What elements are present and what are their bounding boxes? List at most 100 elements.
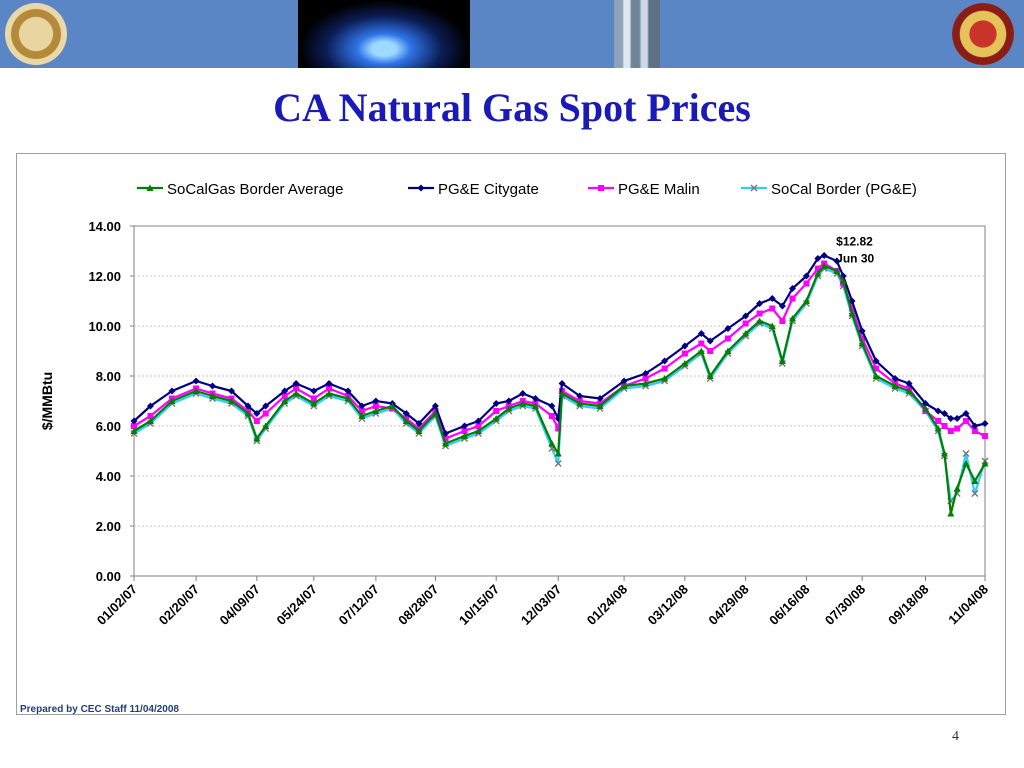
data-point-pg-e-citygate (244, 402, 252, 410)
data-point-pg-e-malin (475, 423, 482, 429)
data-point-socalgas-border-average (756, 317, 764, 324)
gas-flame-photo (298, 0, 470, 68)
data-point-pg-e-citygate (814, 255, 822, 262)
data-point-socalgas-border-average (802, 297, 810, 304)
legend-item-pg-e-malin: PG&E Malin (588, 181, 700, 198)
data-point-pg-e-malin (681, 350, 688, 357)
data-point-socalgas-border-average (474, 427, 482, 434)
y-tick-label: 8.00 (96, 369, 121, 384)
legend-item-pg-e-citygate: PG&E Citygate (408, 181, 539, 198)
data-point-pg-e-malin (724, 335, 731, 342)
data-point-socalgas-border-average (576, 400, 584, 407)
data-point-pg-e-citygate (431, 402, 439, 410)
data-point-socalgas-border-average (934, 425, 942, 432)
y-tick-label: 14.00 (88, 219, 121, 234)
data-point-pg-e-malin (873, 365, 880, 372)
data-point-pg-e-malin (756, 310, 763, 317)
y-axis-label: $/MMBtu (39, 372, 55, 430)
data-point-socal-border-pg-e-stroke (554, 460, 562, 467)
data-point-socalgas-border-average (820, 262, 828, 269)
data-point-pg-e-citygate (778, 302, 786, 310)
data-point-socalgas-border-average (833, 267, 841, 274)
data-point-pg-e-malin (779, 318, 786, 324)
data-point-pg-e-malin (941, 423, 948, 429)
data-point-pg-e-malin (131, 423, 137, 429)
data-point-pg-e-malin (947, 428, 954, 434)
gas-plant-photo (614, 0, 660, 68)
data-point-socalgas-border-average (292, 390, 300, 397)
legend-label: SoCalGas Border Average (167, 181, 344, 198)
data-point-socalgas-border-average (519, 400, 527, 407)
x-tick-label: 04/09/07 (217, 582, 263, 628)
data-point-socalgas-border-average (130, 427, 138, 434)
data-point-pg-e-malin (769, 305, 776, 312)
data-point-socalgas-border-average (921, 405, 929, 412)
data-point-pg-e-citygate (281, 387, 289, 395)
data-point-pg-e-citygate (474, 417, 482, 425)
data-point-pg-e-citygate (706, 337, 714, 345)
data-point-pg-e-malin (698, 340, 705, 347)
cpuc-seal-logo (5, 3, 67, 65)
data-point-pg-e-citygate (325, 380, 333, 387)
legend-marker (750, 184, 758, 192)
data-point-pg-e-citygate (402, 410, 410, 417)
y-tick-label: 0.00 (96, 569, 121, 584)
data-point-socalgas-border-average (596, 402, 604, 409)
data-point-pg-e-malin (372, 403, 379, 409)
data-point-socalgas-border-average (402, 417, 410, 424)
data-point-pg-e-citygate (292, 380, 300, 387)
prepared-by-note: Prepared by CEC Staff 11/04/2008 (20, 704, 179, 715)
data-point-socalgas-border-average (706, 372, 714, 379)
data-point-socal-border-pg-e-stroke (971, 490, 979, 497)
data-point-pg-e-malin (262, 410, 269, 417)
data-point-pg-e-citygate (789, 285, 797, 292)
data-point-pg-e-citygate (934, 407, 942, 415)
data-point-socalgas-border-average (981, 460, 989, 467)
data-point-socalgas-border-average (244, 410, 252, 417)
data-point-pg-e-malin (442, 435, 449, 442)
data-point-pg-e-citygate (947, 415, 955, 422)
data-point-pg-e-malin (954, 425, 961, 432)
data-point-socalgas-border-average (344, 395, 352, 402)
data-point-socalgas-border-average (642, 380, 650, 387)
data-point-socalgas-border-average (971, 477, 979, 484)
data-point-socalgas-border-average (228, 397, 236, 404)
data-point-socalgas-border-average (814, 270, 822, 277)
data-point-pg-e-citygate (681, 342, 689, 350)
data-point-pg-e-citygate (756, 300, 764, 307)
data-point-socalgas-border-average (388, 402, 396, 409)
data-point-pg-e-malin (789, 295, 796, 302)
legend-marker-stroke (750, 184, 758, 192)
legend-item-socalgas-border-average: SoCalGas Border Average (137, 181, 344, 198)
legend-item-socal-border-pg-e: SoCal Border (PG&E) (741, 181, 917, 198)
data-point-socalgas-border-average (681, 360, 689, 367)
slide-title: CA Natural Gas Spot Prices (273, 85, 751, 130)
data-point-pg-e-citygate (492, 400, 500, 407)
data-point-socalgas-border-average (325, 390, 333, 397)
peak-annotation-price: $12.82 (836, 235, 873, 249)
peak-annotation-date: Jun 30 (836, 252, 874, 266)
data-point-pg-e-malin (661, 365, 668, 372)
data-point-socal-border-pg-e-stroke (962, 450, 970, 457)
data-point-pg-e-malin (849, 305, 856, 312)
data-point-socalgas-border-average (492, 415, 500, 422)
data-point-socalgas-border-average (724, 347, 732, 354)
data-point-socalgas-border-average (442, 440, 450, 447)
data-point-pg-e-citygate (192, 377, 200, 385)
data-point-pg-e-malin (963, 418, 970, 424)
data-point-pg-e-citygate (146, 402, 154, 410)
data-point-socal-border-pg-e (971, 490, 979, 497)
data-point-pg-e-citygate (981, 420, 989, 427)
legend-marker (146, 184, 154, 191)
data-point-socalgas-border-average (192, 387, 200, 394)
x-tick-label: 06/16/08 (766, 582, 812, 628)
x-tick-label: 07/12/07 (336, 582, 382, 628)
x-tick-label: 03/12/08 (645, 582, 691, 628)
data-point-pg-e-malin (461, 428, 468, 434)
data-point-pg-e-citygate (858, 327, 866, 335)
data-point-socalgas-border-average (358, 412, 366, 419)
legend-marker (598, 185, 604, 191)
series-line-pg-e-citygate (133, 254, 986, 435)
y-tick-label: 6.00 (96, 419, 121, 434)
data-point-socalgas-border-average (742, 330, 750, 337)
